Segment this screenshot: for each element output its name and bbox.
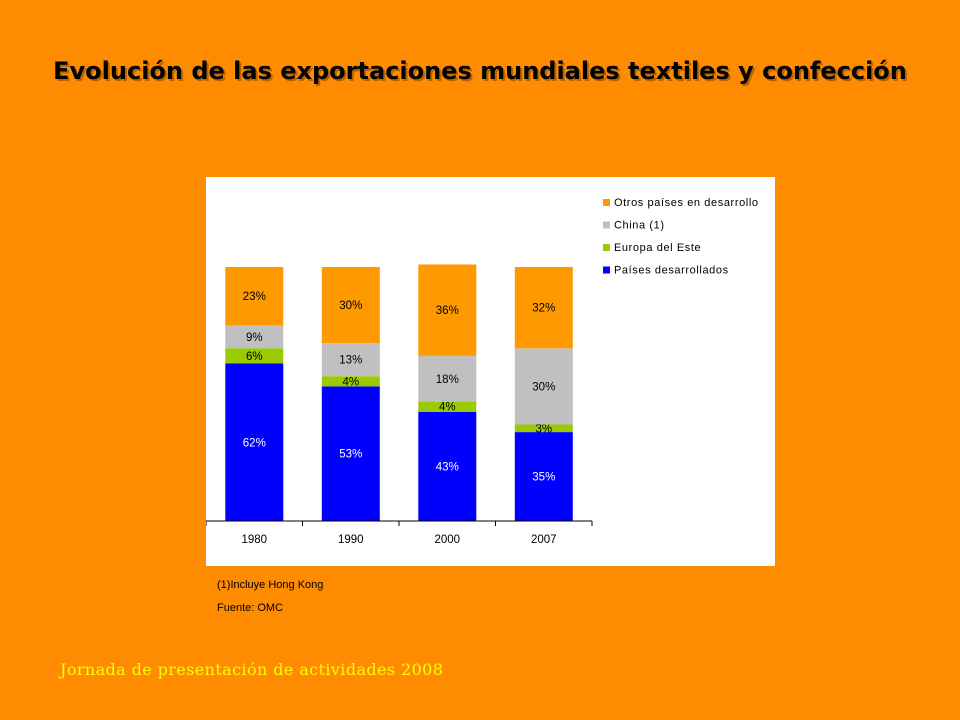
legend: Otros países en desarrollo China (1) Europ… bbox=[603, 197, 759, 277]
data-label-2000-paises-desarrollados: 43% bbox=[436, 461, 459, 473]
footnote: (1)Incluye Hong Kong bbox=[217, 579, 324, 591]
bar-segment-1990-china-1 bbox=[321, 343, 380, 377]
bar-segment-1990-paises-desarrollados bbox=[321, 386, 380, 521]
legend-label-otros-paises-en-desarrollo: Otros países en desarrollo bbox=[614, 197, 759, 209]
bar-segment-2000-europa-del-este bbox=[418, 401, 477, 412]
bar-segment-2007-china-1 bbox=[514, 348, 573, 425]
data-label-2007-europa-del-este: 3% bbox=[535, 423, 552, 435]
data-label-1980-otros-paises-en-desarrollo: 23% bbox=[243, 291, 266, 303]
data-label-1990-europa-del-este: 4% bbox=[342, 376, 359, 388]
source-note: Fuente: OMC bbox=[217, 602, 284, 614]
bar-segment-1980-europa-del-este bbox=[225, 348, 284, 364]
x-tick-label-2007: 2007 bbox=[531, 534, 557, 546]
bar-segment-1980-otros-paises-en-desarrollo bbox=[225, 267, 284, 326]
data-label-1980-europa-del-este: 6% bbox=[246, 351, 263, 363]
bar-segment-2000-otros-paises-en-desarrollo bbox=[418, 264, 477, 356]
data-label-2000-china-1: 18% bbox=[436, 374, 459, 386]
stacked-bar-chart: 62% 6% 9% 23% 53% 4% 13% 30% 43% 4% 18% 36% 35% 3% 30%… bbox=[206, 197, 759, 546]
legend-swatch-china-1 bbox=[603, 221, 610, 229]
bar-segment-1990-europa-del-este bbox=[321, 376, 380, 387]
footer-text: Jornada de presentación de actividades 2… bbox=[60, 660, 444, 679]
legend-label-paises-desarrollados: Países desarrollados bbox=[614, 265, 729, 277]
data-label-2000-europa-del-este: 4% bbox=[439, 402, 456, 414]
data-label-1990-otros-paises-en-desarrollo: 30% bbox=[339, 300, 362, 312]
legend-swatch-paises-desarrollados bbox=[603, 266, 610, 274]
legend-swatch-otros-paises-en-desarrollo bbox=[603, 199, 610, 206]
data-label-1980-paises-desarrollados: 62% bbox=[243, 437, 266, 449]
x-tick-label-2000: 2000 bbox=[435, 534, 461, 546]
data-label-2007-china-1: 30% bbox=[532, 381, 555, 393]
bar-segment-2007-otros-paises-en-desarrollo bbox=[514, 267, 573, 349]
data-label-2007-paises-desarrollados: 35% bbox=[532, 472, 555, 484]
bar-segment-2000-china-1 bbox=[418, 355, 477, 402]
bar-segment-2007-paises-desarrollados bbox=[514, 432, 573, 521]
bar-segment-1980-paises-desarrollados bbox=[225, 363, 284, 521]
x-tick-label-1990: 1990 bbox=[338, 534, 364, 546]
legend-label-europa-del-este: Europa del Este bbox=[614, 242, 701, 254]
bar-segment-1980-china-1 bbox=[225, 325, 284, 349]
bars-layer: 62% 6% 9% 23% 53% 4% 13% 30% 43% 4% 18% 36% 35% 3% 30%… bbox=[225, 264, 573, 521]
bar-segment-1990-otros-paises-en-desarrollo bbox=[321, 267, 380, 344]
data-label-1990-paises-desarrollados: 53% bbox=[339, 449, 362, 461]
bar-segment-2000-paises-desarrollados bbox=[418, 411, 477, 521]
data-label-1990-china-1: 13% bbox=[339, 355, 362, 367]
x-tick-label-1980: 1980 bbox=[242, 534, 268, 546]
chart-panel: 62% 6% 9% 23% 53% 4% 13% 30% 43% 4% 18% 36% 35% 3% 30%… bbox=[206, 177, 775, 566]
bar-segment-2007-europa-del-este bbox=[514, 424, 573, 433]
x-axis: 1980 1990 2000 2007 bbox=[206, 520, 593, 546]
data-label-2000-otros-paises-en-desarrollo: 36% bbox=[436, 305, 459, 317]
data-label-1980-china-1: 9% bbox=[246, 332, 263, 344]
legend-label-china-1: China (1) bbox=[614, 220, 665, 232]
legend-swatch-europa-del-este bbox=[603, 244, 610, 251]
data-label-2007-otros-paises-en-desarrollo: 32% bbox=[532, 303, 555, 315]
slide-title: Evolución de las exportaciones mundiales… bbox=[53, 57, 907, 85]
